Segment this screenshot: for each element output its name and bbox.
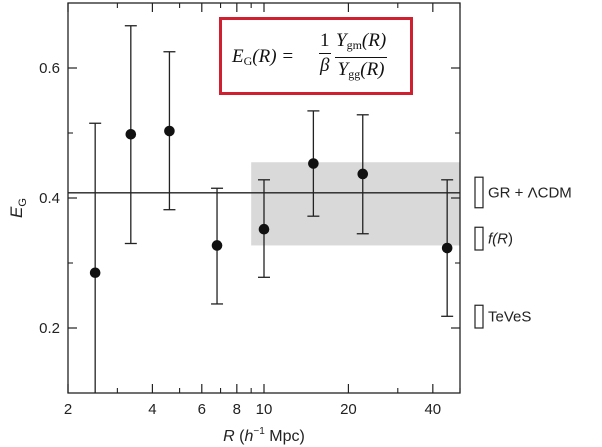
data-point: [441, 242, 453, 254]
data-point: [258, 223, 270, 235]
model-range-box: [474, 176, 484, 209]
data-point: [89, 267, 101, 279]
model-range-label-part: ): [508, 231, 513, 248]
formula-sub-gg: gg: [348, 67, 361, 81]
y-axis-label-var: E: [7, 206, 26, 218]
formula-frac1-num: 1: [319, 30, 331, 54]
x-axis-label-var: R: [223, 428, 235, 445]
formula-frac2-den: Υgg(R): [335, 58, 387, 85]
x-axis-label-sup: −1: [253, 426, 265, 437]
shaded-band: [251, 162, 460, 246]
formula-lhs-sub: G: [243, 54, 253, 68]
model-range-label-part: Λ: [528, 184, 538, 201]
model-range-label-part: f(: [488, 231, 499, 248]
data-point: [308, 158, 319, 169]
model-range-label: GR + ΛCDM: [488, 184, 572, 201]
data-point: [125, 129, 137, 140]
axis-ticks-layer: 2 4 6 8 10 20 40 0.2 0.4 0.6: [39, 3, 461, 418]
shaded-band-layer: [251, 162, 460, 246]
formula-fraction-2: Υgm(R) Υgg(R): [335, 30, 388, 85]
model-ranges-layer: GR + ΛCDM f(R) TeVeS: [474, 176, 572, 329]
x-tick-label: 2: [64, 401, 72, 418]
x-tick-label: 40: [424, 401, 441, 418]
model-range-label: TeVeS: [488, 309, 531, 326]
data-point: [211, 240, 223, 251]
formula-upsilon-gm: Υ: [336, 30, 347, 51]
model-range-box: [474, 304, 484, 329]
x-tick-label: 10: [256, 401, 273, 418]
model-range-label: f(R): [488, 231, 513, 248]
formula-fraction-1: 1 β: [319, 30, 331, 77]
formula-lhs: EG(R) =: [232, 46, 294, 69]
data-points-layer: [89, 125, 453, 279]
data-point: [164, 125, 175, 137]
x-axis-label-open: (: [235, 428, 245, 445]
formula-lhs-var: E: [232, 46, 244, 67]
formula-box: EG(R) = 1 β Υgm(R) Υgg(R): [219, 17, 413, 95]
formula-sub-gm: gm: [346, 38, 362, 52]
y-axis-label: EG: [7, 198, 29, 218]
x-tick-label: 8: [233, 401, 241, 418]
x-tick-label: 6: [198, 401, 206, 418]
formula-frac1-den: β: [320, 55, 330, 76]
x-tick-label: 20: [340, 401, 357, 418]
formula-lhs-arg: (R) =: [252, 46, 295, 67]
y-tick-label: 0.6: [39, 60, 60, 77]
y-axis-label-sub: G: [17, 198, 29, 207]
model-range-label-part: TeVeS: [488, 309, 531, 326]
model-range-label-part: CDM: [538, 184, 572, 201]
x-tick-label: 4: [148, 401, 156, 418]
model-range-label-part: R: [497, 231, 508, 248]
x-axis-label-h: h: [245, 428, 254, 445]
formula-arg-gm: (R): [361, 30, 387, 51]
formula-upsilon-gg: Υ: [337, 59, 349, 80]
formula-frac2-num: Υgm(R): [335, 30, 388, 58]
x-axis-label-rest: Mpc): [265, 428, 305, 445]
model-range-label-part: GR +: [488, 184, 528, 201]
model-range-box: [474, 226, 484, 251]
data-point: [357, 168, 369, 180]
formula-arg-gg: (R): [360, 59, 385, 80]
y-tick-label: 0.2: [39, 320, 60, 337]
x-axis-label: R (h−1 Mpc): [223, 426, 305, 445]
y-tick-label: 0.4: [39, 190, 60, 207]
